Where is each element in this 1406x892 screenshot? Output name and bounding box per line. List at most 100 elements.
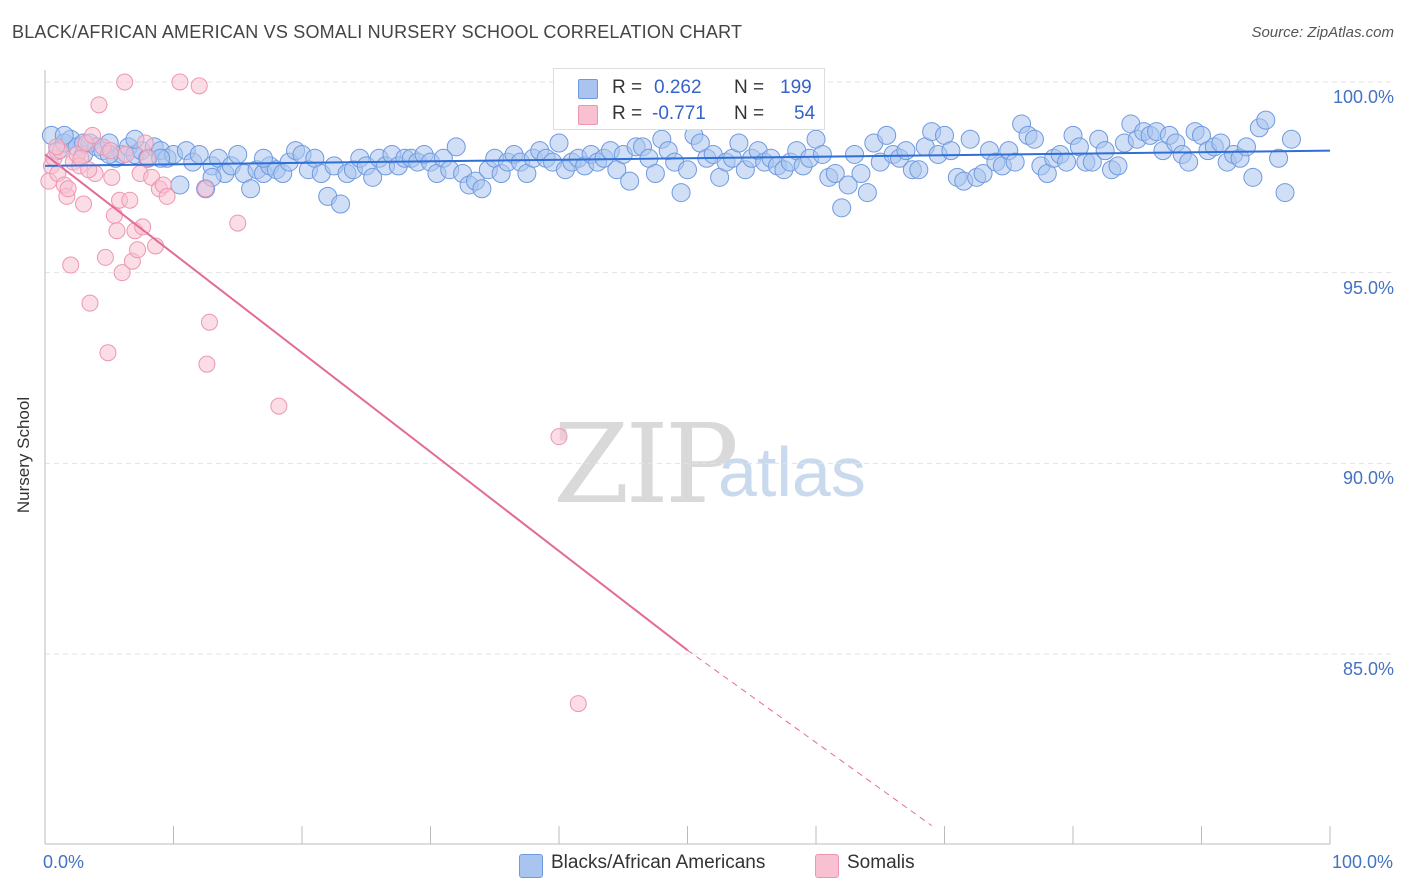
point-somalis — [116, 73, 134, 91]
watermark-atlas: atlas — [718, 433, 866, 511]
trendline-somalis — [44, 153, 689, 651]
point-somalis — [117, 145, 135, 163]
point-somalis — [80, 161, 98, 179]
point-blacks — [472, 179, 492, 199]
point-blacks — [960, 129, 980, 149]
point-somalis — [229, 214, 247, 232]
point-somalis — [139, 149, 157, 167]
point-blacks — [1108, 156, 1128, 176]
point-blacks — [1095, 141, 1115, 161]
legend-swatch-somalis — [578, 105, 598, 125]
point-somalis — [103, 168, 121, 186]
point-blacks — [857, 183, 877, 203]
point-somalis — [59, 180, 77, 198]
point-blacks — [877, 125, 897, 145]
watermark-zip: ZIP — [553, 400, 739, 528]
point-blacks — [549, 133, 569, 153]
point-somalis — [190, 77, 208, 95]
x-tick-label-max: 100.0% — [1331, 852, 1393, 872]
bottom-legend-label-blacks: Blacks/African Americans — [551, 852, 766, 873]
point-somalis — [121, 191, 139, 209]
point-blacks — [832, 198, 852, 218]
point-blacks — [851, 164, 871, 184]
legend-r-value: -0.771 — [652, 103, 706, 124]
point-blacks — [671, 183, 691, 203]
point-blacks — [909, 160, 929, 180]
bottom-legend-swatch-blacks — [519, 854, 543, 878]
legend-swatch-blacks — [578, 79, 598, 99]
y-tick-label: 85.0% — [1342, 659, 1394, 679]
x-tick-label-min: 0.0% — [43, 852, 85, 872]
point-blacks — [941, 141, 961, 161]
point-blacks — [812, 144, 832, 164]
point-somalis — [569, 695, 587, 713]
legend-n-value: 54 — [794, 103, 816, 124]
legend-n-value: 199 — [780, 77, 812, 98]
legend-n-label: N = — [734, 77, 765, 98]
legend-r-label: R = — [612, 103, 643, 124]
point-somalis — [550, 428, 568, 446]
chart-title: BLACK/AFRICAN AMERICAN VS SOMALI NURSERY… — [12, 22, 743, 42]
source-label: Source: ZipAtlas.com — [1251, 24, 1394, 41]
point-blacks — [1024, 129, 1044, 149]
point-somalis — [200, 313, 218, 331]
point-somalis — [62, 256, 80, 274]
point-blacks — [363, 167, 383, 187]
point-blacks — [1281, 129, 1301, 149]
correlation-legend: R = 0.262 N = 199 R = -0.771 N = 54 — [553, 68, 825, 130]
point-somalis — [48, 138, 66, 156]
legend-n-label: N = — [734, 103, 765, 124]
point-blacks — [228, 144, 248, 164]
point-blacks — [645, 164, 665, 184]
point-blacks — [1269, 148, 1289, 168]
point-blacks — [331, 194, 351, 214]
y-tick-label: 100.0% — [1332, 87, 1394, 107]
point-somalis — [136, 134, 154, 152]
point-somalis — [270, 397, 288, 415]
point-blacks — [838, 175, 858, 195]
point-somalis — [171, 73, 189, 91]
point-blacks — [241, 179, 261, 199]
point-blacks — [253, 148, 273, 168]
point-somalis — [90, 96, 108, 114]
point-somalis — [75, 195, 93, 213]
point-somalis — [197, 180, 215, 198]
point-blacks — [1005, 152, 1025, 172]
point-somalis — [158, 187, 176, 205]
point-blacks — [1236, 137, 1256, 157]
point-blacks — [729, 133, 749, 153]
point-somalis — [129, 241, 147, 259]
point-blacks — [446, 137, 466, 157]
point-blacks — [1243, 167, 1263, 187]
bottom-legend-swatch-somalis — [815, 854, 839, 878]
y-axis-label: Nursery School — [14, 396, 33, 514]
y-tick-label: 95.0% — [1342, 277, 1394, 298]
point-somalis — [99, 344, 117, 362]
trendline-somalis-extension — [687, 649, 932, 827]
point-somalis — [81, 294, 99, 312]
point-somalis — [102, 142, 120, 160]
point-blacks — [1256, 110, 1276, 130]
point-somalis — [198, 355, 216, 373]
point-blacks — [845, 144, 865, 164]
point-blacks — [1057, 152, 1077, 172]
point-blacks — [825, 164, 845, 184]
y-tick-label: 90.0% — [1342, 468, 1394, 489]
point-somalis — [108, 222, 126, 240]
legend-r-label: R = — [612, 77, 643, 98]
point-somalis — [134, 218, 152, 236]
point-somalis — [105, 206, 123, 224]
point-blacks — [678, 160, 697, 180]
point-blacks — [896, 141, 916, 161]
point-somalis — [113, 264, 131, 282]
bottom-legend-label-somalis: Somalis — [847, 852, 915, 873]
point-somalis — [84, 126, 102, 144]
point-blacks — [1275, 183, 1295, 203]
point-blacks — [620, 171, 640, 191]
point-blacks — [1179, 152, 1199, 172]
trendline-blacks — [44, 149, 1331, 167]
point-blacks — [973, 164, 993, 184]
legend-r-value: 0.262 — [654, 77, 702, 98]
point-somalis — [96, 248, 114, 266]
